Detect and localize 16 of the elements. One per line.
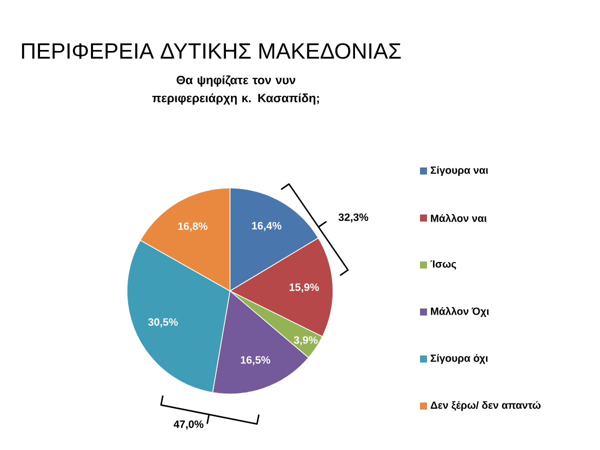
legend-label: Δεν ξέρω/ δεν απαντώ [430, 401, 541, 411]
data-label: 3,9% [294, 336, 318, 346]
legend-label: Ίσως [430, 260, 456, 270]
legend-label: Μάλλον ναι [430, 214, 486, 222]
data-label: 15,9% [290, 283, 319, 293]
data-label: 16,5% [240, 356, 270, 366]
data-label: 30,5% [148, 318, 178, 328]
legend-label: Σίγουρα ναι [430, 166, 488, 176]
chart-subtitle: Θα ψηφίζατε τον νυν περιφερειάρχη κ. Κασαπίδη; [152, 75, 319, 105]
legend-label: Σίγουρα όχι [430, 354, 488, 364]
legend-label: Μάλλον Όχι [430, 307, 489, 317]
text: 32,3% [338, 213, 368, 223]
chart-title: ΠΕΡΙΦΕΡΕΙΑ ΔΥΤΙΚΗΣ ΜΑΚΕΔΟΝΙΑΣ [22, 43, 401, 59]
text: 47,0% [174, 420, 204, 430]
data-label: 16,4% [252, 222, 282, 232]
data-label: 16,8% [178, 222, 208, 232]
